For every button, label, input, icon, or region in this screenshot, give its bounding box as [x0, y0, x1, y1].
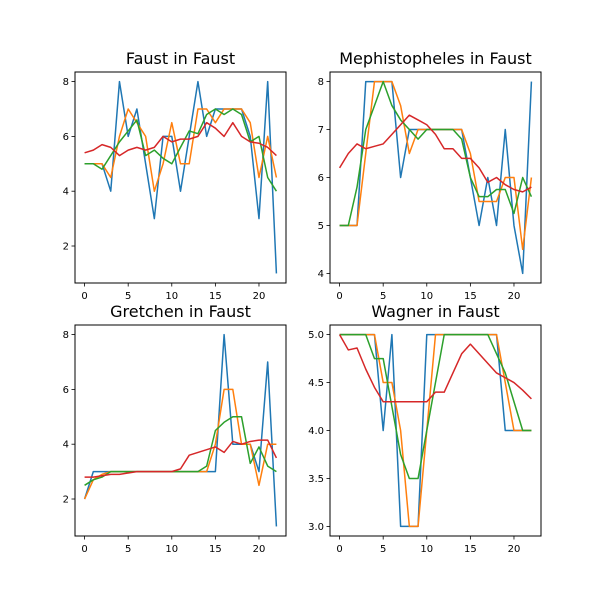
subplot-2: Mephistopheles in Faust 0 5 10 15 20 4 5 6 7 8 — [318, 49, 542, 302]
x-tick-label: 20 — [253, 291, 266, 302]
x-tick-label: 10 — [165, 291, 178, 302]
y-tick-label: 8 — [63, 77, 69, 88]
series-line-2 — [83, 388, 277, 500]
subplot-title: Faust in Faust — [126, 49, 235, 68]
series-line-2 — [339, 333, 532, 528]
series-line-3 — [84, 416, 277, 486]
series-line-3 — [339, 80, 533, 227]
y-tick-label: 6 — [63, 385, 69, 396]
subplot-4: Wagner in Faust 0 5 10 15 20 3.0 3.5 4.0 4.5 5.0 — [308, 302, 542, 555]
y-tick-label: 3.0 — [308, 522, 324, 533]
y-tick-label: 7 — [318, 125, 324, 136]
x-tick-label: 0 — [81, 544, 87, 555]
axes-frame — [74, 71, 287, 284]
series-line-1 — [83, 333, 278, 527]
series-line-4 — [84, 439, 278, 478]
y-tick-label: 8 — [63, 330, 69, 341]
x-tick-label: 20 — [508, 544, 521, 555]
series-line-2 — [84, 108, 278, 192]
x-tick-label: 5 — [125, 291, 131, 302]
x-tick-label: 10 — [420, 544, 433, 555]
x-tick-label: 15 — [464, 544, 477, 555]
y-tick-label: 2 — [63, 242, 69, 253]
x-tick-label: 0 — [336, 544, 342, 555]
x-tick-label: 0 — [81, 291, 87, 302]
subplot-title: Gretchen in Faust — [110, 302, 251, 321]
x-tick-label: 20 — [508, 291, 521, 302]
axes-frame — [74, 324, 287, 537]
x-tick-label: 5 — [380, 544, 386, 555]
y-tick-label: 5.0 — [308, 330, 324, 341]
x-tick-label: 5 — [125, 544, 131, 555]
series-line-3 — [84, 108, 278, 192]
x-tick-label: 10 — [165, 544, 178, 555]
y-tick-label: 4.5 — [308, 378, 324, 389]
y-tick-label: 4 — [63, 440, 69, 451]
subplot-title: Wagner in Faust — [371, 302, 499, 321]
x-tick-label: 20 — [253, 544, 266, 555]
y-tick-label: 3.5 — [308, 474, 324, 485]
y-tick-label: 6 — [318, 173, 324, 184]
subplot-title: Mephistopheles in Faust — [339, 49, 532, 68]
y-tick-label: 6 — [63, 132, 69, 143]
y-tick-label: 5 — [318, 221, 324, 232]
y-tick-label: 4 — [318, 269, 324, 280]
subplot-1: Faust in Faust 0 5 10 15 20 2 4 6 8 — [63, 49, 287, 302]
y-tick-label: 8 — [318, 77, 324, 88]
series-line-1 — [84, 80, 278, 274]
y-tick-label: 2 — [63, 495, 69, 506]
subplot-3: Gretchen in Faust 0 5 10 15 20 2 4 6 8 — [63, 302, 287, 555]
x-tick-label: 0 — [336, 291, 342, 302]
x-tick-label: 15 — [209, 544, 222, 555]
series-line-4 — [84, 121, 277, 157]
y-tick-label: 4.0 — [308, 426, 324, 437]
series-line-1 — [339, 333, 532, 528]
y-tick-label: 4 — [63, 187, 69, 198]
x-tick-label: 5 — [380, 291, 386, 302]
x-tick-label: 10 — [420, 291, 433, 302]
series-line-3 — [339, 333, 532, 480]
series-line-4 — [338, 114, 532, 193]
series-line-4 — [338, 334, 532, 403]
x-tick-label: 15 — [209, 291, 222, 302]
series-line-1 — [339, 80, 533, 275]
x-tick-label: 15 — [464, 291, 477, 302]
